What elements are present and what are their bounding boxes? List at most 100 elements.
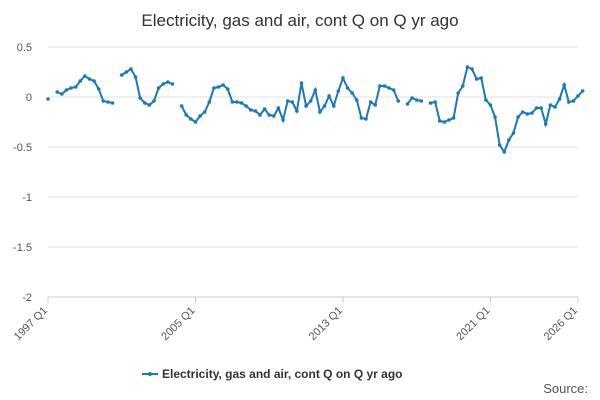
point [46, 97, 50, 101]
point [170, 82, 175, 86]
point [230, 100, 235, 104]
point [189, 117, 193, 121]
line [121, 67, 173, 107]
point [345, 86, 350, 90]
point [152, 99, 156, 103]
point [493, 115, 497, 119]
point [64, 88, 69, 92]
point [96, 87, 101, 91]
point [276, 106, 281, 110]
point [129, 67, 133, 71]
point [419, 99, 424, 103]
point [488, 103, 493, 107]
point [184, 113, 189, 117]
point [295, 109, 299, 113]
point [281, 118, 285, 122]
point [428, 101, 433, 105]
point [553, 105, 557, 109]
point [262, 107, 267, 111]
point [202, 110, 207, 114]
point [119, 73, 124, 77]
point [147, 103, 152, 107]
point [258, 113, 262, 117]
point [73, 85, 78, 89]
legend-marker [148, 372, 152, 376]
point [474, 77, 479, 81]
point [525, 112, 530, 116]
point [290, 100, 295, 104]
point [442, 120, 447, 124]
line [430, 65, 584, 155]
y-tick-label: -2 [22, 292, 32, 304]
point [410, 96, 414, 100]
x-tick-label: 2013 Q1 [307, 305, 345, 343]
point [179, 104, 184, 108]
point [239, 101, 244, 105]
point [576, 94, 580, 98]
point [566, 100, 571, 104]
point [313, 88, 318, 92]
point [166, 80, 170, 84]
y-tick-label: -1 [22, 192, 32, 204]
point [212, 86, 216, 90]
point [364, 117, 368, 121]
point [571, 99, 576, 103]
point [124, 70, 129, 74]
point [497, 143, 502, 147]
point [530, 111, 534, 115]
point [207, 100, 212, 104]
point [405, 102, 410, 106]
point [78, 79, 83, 83]
point [142, 101, 147, 105]
point [304, 104, 308, 108]
point [235, 100, 239, 104]
point [193, 120, 198, 124]
point [562, 83, 566, 87]
point [437, 119, 442, 123]
point [451, 116, 456, 120]
point [267, 113, 272, 117]
point [368, 100, 373, 104]
point [253, 109, 258, 113]
point [470, 67, 474, 71]
point [161, 82, 166, 86]
point [156, 86, 161, 90]
point [557, 97, 562, 101]
point [433, 100, 437, 104]
point [391, 88, 396, 92]
point [507, 138, 511, 142]
point [336, 89, 341, 93]
point [341, 76, 345, 80]
point [511, 131, 516, 135]
point [396, 99, 401, 103]
point [308, 99, 313, 103]
line [180, 75, 400, 124]
point [106, 100, 110, 104]
point [373, 103, 378, 107]
point [225, 87, 230, 91]
point [69, 86, 73, 90]
point [456, 91, 460, 95]
point [414, 98, 419, 102]
point [244, 104, 248, 108]
x-tick-label: 1997 Q1 [12, 305, 50, 343]
point [101, 99, 106, 103]
point [138, 96, 142, 100]
point [216, 85, 221, 89]
point [543, 122, 548, 126]
point [539, 106, 543, 110]
point [387, 86, 391, 90]
point [322, 104, 327, 108]
point [516, 115, 520, 119]
x-tick-label: 2026 Q1 [542, 305, 580, 343]
point [460, 84, 465, 88]
point [92, 79, 96, 83]
point [83, 74, 87, 78]
point [378, 84, 382, 88]
point [484, 98, 488, 102]
point [465, 65, 470, 69]
point [285, 99, 290, 103]
point [350, 91, 354, 95]
point [359, 116, 364, 120]
chart-title: Electricity, gas and air, cont Q on Q yr… [141, 11, 458, 30]
